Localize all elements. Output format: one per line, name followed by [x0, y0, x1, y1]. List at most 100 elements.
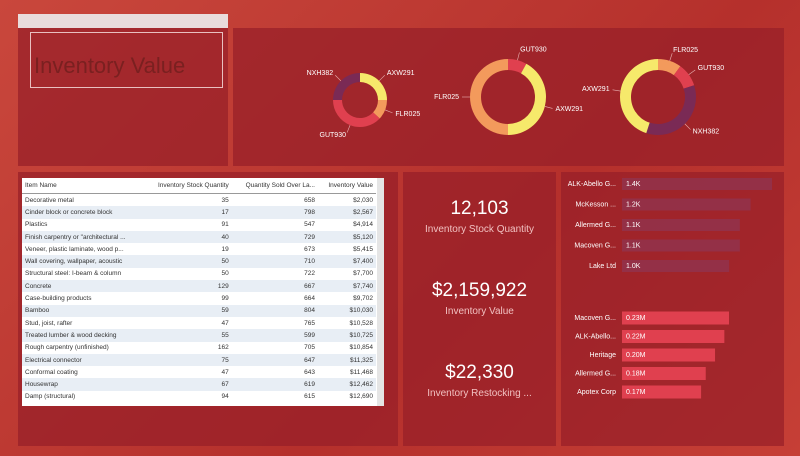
- donut-label: FLR025: [434, 94, 459, 101]
- table-row: Bamboo 59 804 $10,030: [22, 304, 376, 317]
- table-cell: $2,030: [353, 196, 373, 204]
- donut-label: GUT930: [320, 132, 347, 139]
- table-row: Housewrap 67 619 $12,462: [22, 378, 376, 391]
- table-cell: $7,400: [317, 255, 376, 268]
- bar-category: McKesson ...: [576, 201, 617, 208]
- bar-category: Macoven G...: [574, 242, 616, 249]
- table-row: Treated lumber & wood decking 55 599 $10,72…: [22, 329, 376, 342]
- table-cell: 647: [231, 353, 318, 367]
- table-cell: Wall covering, wallpaper, acoustic: [22, 255, 144, 268]
- table-row: Stud, joist, rafter 47 765 $10,528: [22, 317, 376, 329]
- leader-line: [544, 106, 553, 109]
- donut-label: FLR025: [673, 47, 698, 54]
- kpi-label: Inventory Stock Quantity: [425, 224, 534, 235]
- table: Item Name Inventory Stock Quantity Quantit…: [22, 178, 384, 406]
- table-cell: 59: [143, 304, 232, 317]
- donut-segment: [508, 59, 527, 74]
- table-row: Veneer, plastic laminate, wood p... 19 673…: [22, 243, 376, 255]
- inventory-table: Item Name Inventory Stock Quantity Quantit…: [22, 178, 376, 403]
- donut-segment: [360, 73, 387, 100]
- scrollbar[interactable]: [377, 178, 384, 406]
- leader-line: [669, 53, 673, 61]
- table-cell: 729: [231, 230, 318, 244]
- table-cell: 658: [304, 196, 315, 204]
- donut-label: GUT930: [520, 46, 547, 53]
- donut-segment: [373, 100, 387, 119]
- table-cell: $2,567: [317, 206, 376, 219]
- table-cell: 40: [143, 230, 232, 244]
- kpi-value: $22,330: [445, 362, 514, 383]
- table-cell: $10,725: [317, 329, 376, 342]
- table-row: Rough carpentry (unfinished) 162 705 $10,85…: [22, 342, 376, 354]
- donut-segment: [470, 59, 508, 135]
- table-cell: 50: [221, 270, 229, 278]
- kpi-card: $22,330 Inventory Restocking ...: [403, 362, 556, 399]
- bar-value: 0.17M: [626, 389, 646, 396]
- donut-label: GUT930: [698, 65, 725, 72]
- table-cell: Bamboo: [22, 304, 144, 317]
- header-strip: [18, 14, 228, 28]
- table-cell: Stud, joist, rafter: [25, 319, 73, 327]
- table-cell: 50: [143, 255, 232, 268]
- kpi-card: $2,159,922 Inventory Value: [403, 280, 556, 317]
- table-cell: $9,702: [353, 295, 373, 303]
- bar: [622, 178, 772, 190]
- table-row: Wall covering, wallpaper, acoustic 50 710 $…: [22, 255, 376, 268]
- table-cell: $10,528: [349, 319, 374, 327]
- table-cell: Electrical connector: [22, 353, 144, 367]
- bar: [622, 239, 740, 252]
- kpi-label: Inventory Restocking ...: [427, 388, 532, 399]
- table-cell: 599: [231, 329, 318, 342]
- table-cell: 673: [304, 245, 315, 253]
- bar: [622, 260, 730, 272]
- table-cell: Damp (structural): [25, 393, 76, 401]
- bar-value: 0.20M: [626, 352, 646, 359]
- kpi-panel: [403, 172, 556, 446]
- table-cell: 75: [143, 353, 232, 367]
- table-cell: $10,030: [317, 304, 376, 317]
- table-row: Structural steel: I-beam & column 50 722 $7…: [22, 268, 376, 280]
- table-cell: $7,700: [353, 270, 373, 278]
- table-cell: Conformal coating: [25, 368, 78, 376]
- table-row: Concrete 129 667 $7,740: [22, 280, 376, 293]
- bar-category: Lake Ltd: [589, 263, 616, 270]
- bar: [622, 367, 706, 380]
- bar-category: Allermed G...: [575, 370, 616, 377]
- table-cell: 129: [143, 280, 232, 293]
- donut-segment: [658, 58, 681, 76]
- table-cell: 47: [221, 319, 229, 327]
- column-header: Item Name: [22, 178, 144, 194]
- bar-value: 1.4K: [626, 181, 641, 188]
- table-cell: 67: [143, 378, 232, 391]
- table-cell: 547: [304, 221, 315, 229]
- table-cell: 765: [304, 319, 315, 327]
- leader-line: [688, 69, 696, 75]
- column-header: Inventory Stock Quantity: [143, 178, 232, 194]
- table-cell: 91: [221, 221, 229, 229]
- leader-line: [378, 75, 385, 82]
- table-cell: 615: [304, 393, 315, 401]
- leader-line: [684, 123, 691, 130]
- bar-value: 1.1K: [626, 242, 641, 249]
- donut-segment: [620, 59, 658, 134]
- table-cell: Finish carpentry or "architectural ...: [22, 230, 144, 244]
- kpi-value: $2,159,922: [431, 280, 528, 301]
- donut-label: FLR025: [395, 111, 420, 118]
- leader-line: [612, 89, 621, 92]
- leader-line: [517, 52, 520, 61]
- bar-category: Macoven G...: [574, 315, 616, 322]
- bar-category: Allermed G...: [575, 222, 616, 229]
- bar: [622, 198, 751, 211]
- donut-label: AXW291: [387, 70, 415, 77]
- table-cell: 17: [143, 206, 232, 219]
- table-row: Cinder block or concrete block 17 798 $2,56…: [22, 206, 376, 219]
- table-cell: Cinder block or concrete block: [22, 206, 144, 219]
- table-row: Electrical connector 75 647 $11,325: [22, 353, 376, 367]
- table-cell: 162: [217, 344, 229, 352]
- table-cell: 667: [231, 280, 318, 293]
- table-cell: 664: [304, 295, 315, 303]
- leader-line: [384, 109, 393, 114]
- table-row: Plastics 91 547 $4,914: [22, 219, 376, 231]
